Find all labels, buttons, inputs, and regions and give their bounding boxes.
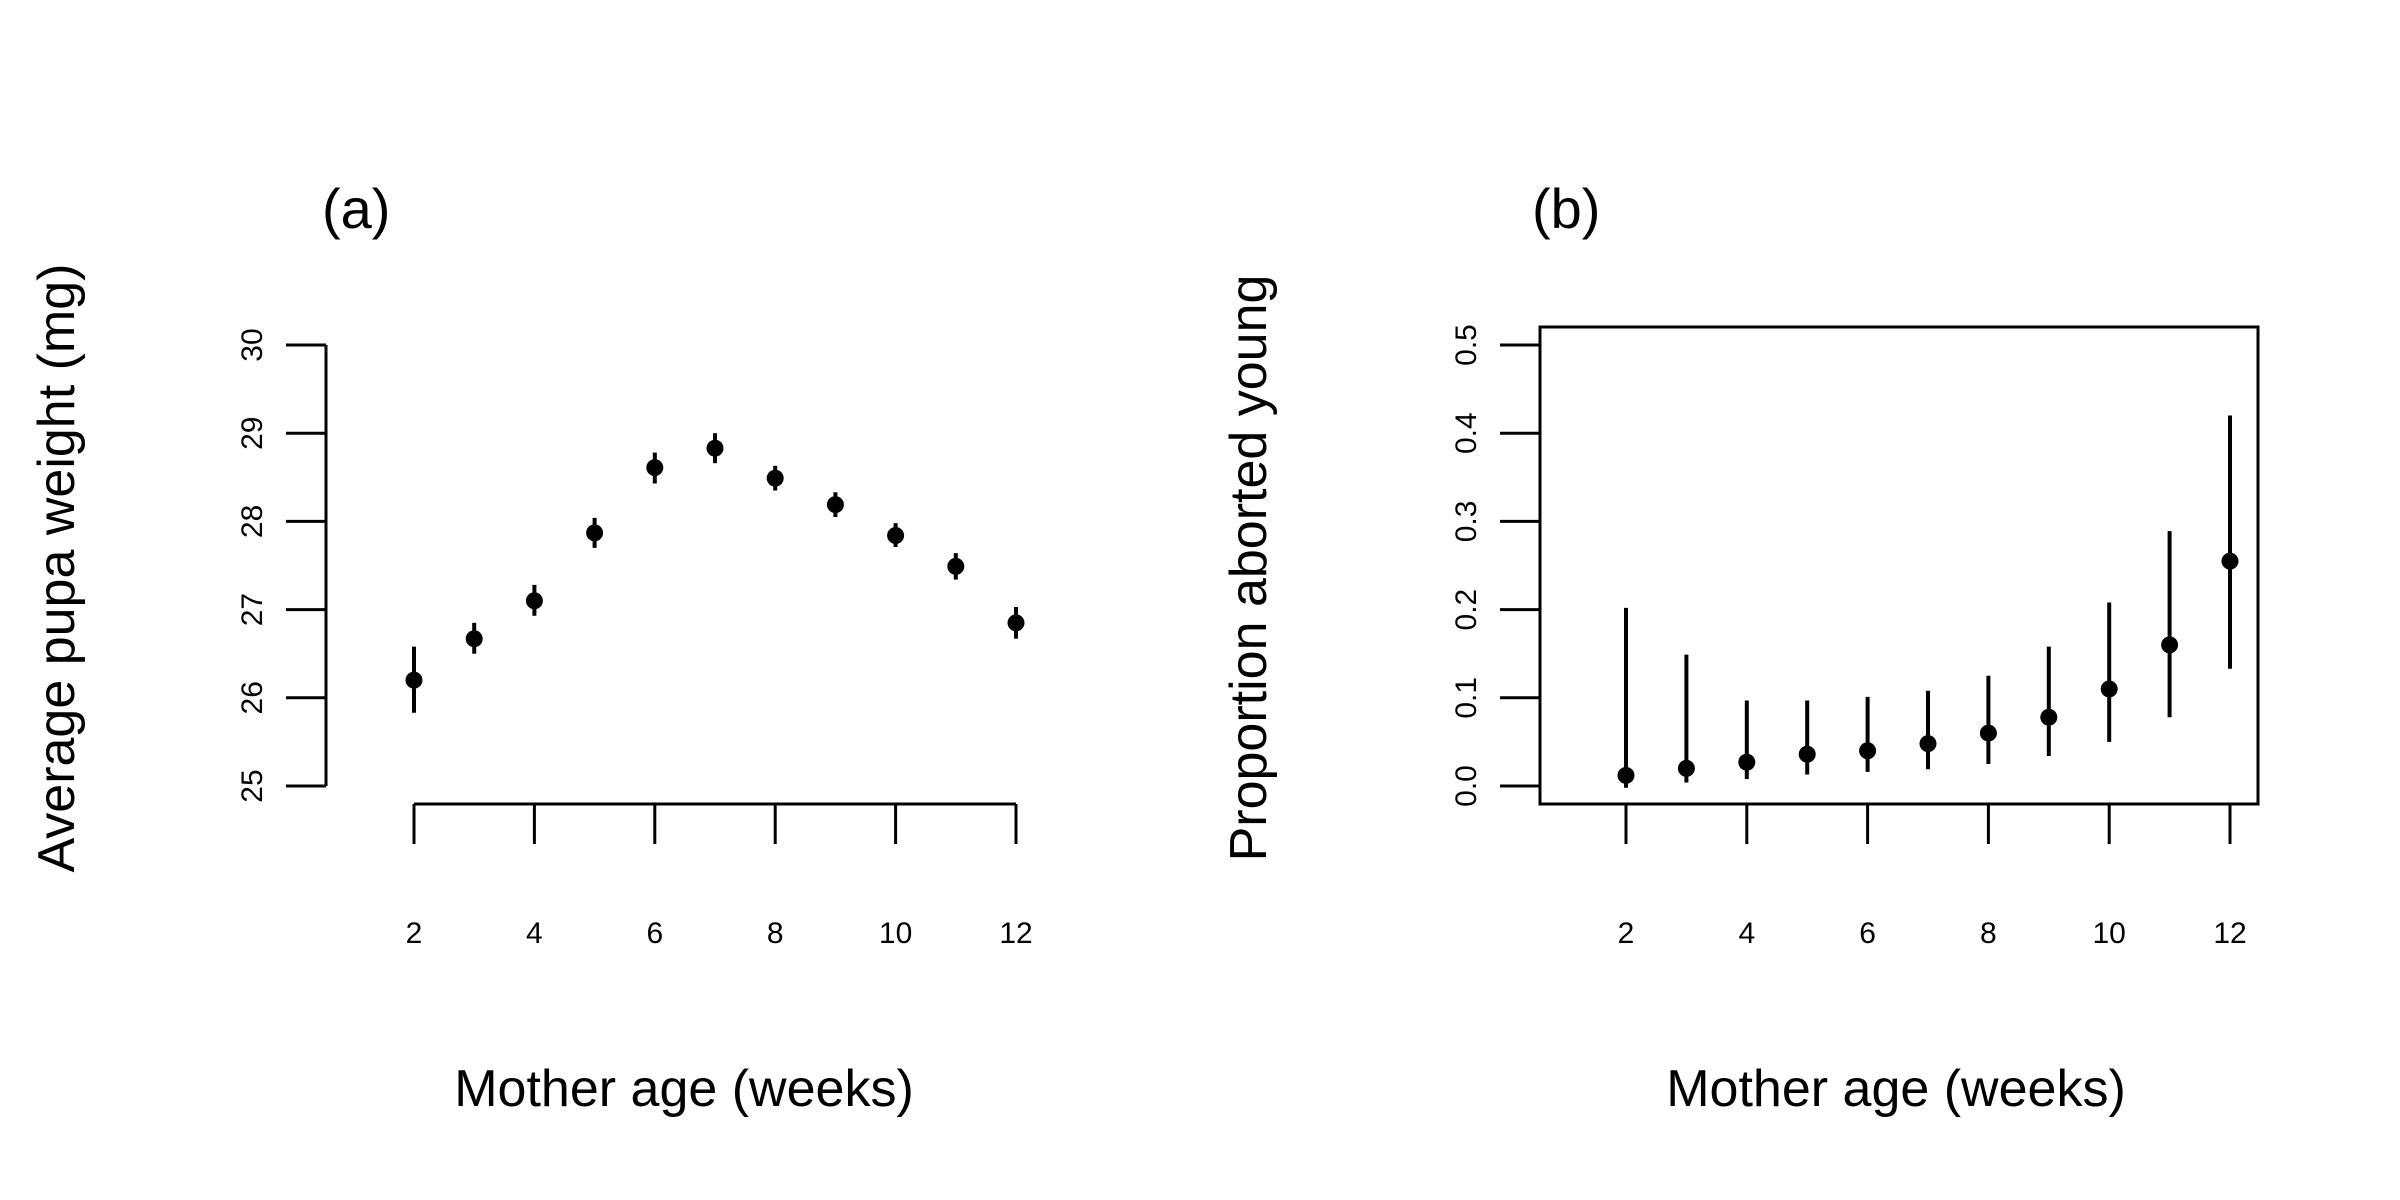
panel-b: (b) Proportion aborted young Mother age …: [1220, 177, 2260, 1118]
panel-b-x-tick-label: 12: [2213, 917, 2246, 950]
panel-b-y-tick-label: 0.0: [1450, 765, 1483, 807]
panel-a-data-point: [586, 524, 604, 542]
panel-a-y-tick-label: 30: [236, 328, 269, 361]
panel-a-error-bars: [412, 433, 1018, 713]
panel-a-data-point: [1007, 614, 1025, 632]
panel-a-y-tick-label: 25: [236, 769, 269, 802]
panel-a-label: (a): [322, 177, 390, 240]
panel-a-x-tick-label: 2: [406, 917, 423, 950]
panel-a-x-axis-title: Mother age (weeks): [454, 1060, 914, 1118]
panel-b-y-tick-label: 0.3: [1450, 501, 1483, 543]
panel-b-x-tick-label: 10: [2093, 917, 2126, 950]
panel-a-data-point: [465, 630, 483, 648]
panel-a-axes: 25 26 27 28 29 30 2 4 6 8 10 12: [236, 328, 1033, 950]
panel-a-x-tick-label: 4: [526, 917, 543, 950]
panel-a-y-tick-label: 26: [236, 681, 269, 714]
panel-a-x-tick-label: 6: [646, 917, 663, 950]
panel-b-y-tick-label: 0.2: [1450, 589, 1483, 631]
panel-b-y-axis-title: Proportion aborted young: [1220, 275, 1278, 862]
panel-b-data-point: [2040, 708, 2058, 726]
panel-a: (a) Average pupa weight (mg) Mother age …: [28, 177, 1033, 1118]
panel-a-data-point: [826, 496, 844, 514]
panel-b-data-point: [1979, 724, 1997, 742]
panel-b-points: [1617, 552, 2239, 784]
panel-b-data-point: [1677, 759, 1695, 777]
panel-b-data-point: [2161, 636, 2179, 654]
panel-a-data-point: [887, 527, 905, 545]
panel-b-label: (b): [1532, 177, 1600, 240]
panel-b-data-point: [2221, 552, 2239, 570]
panel-b-x-tick-label: 8: [1980, 917, 1997, 950]
panel-b-error-bars: [1624, 415, 2232, 788]
panel-b-x-tick-label: 2: [1618, 917, 1635, 950]
panel-b-x-axis-title: Mother age (weeks): [1666, 1060, 2126, 1118]
panel-b-axes: 0.0 0.1 0.2 0.3 0.4 0.5 2 4 6 8 10 12: [1450, 324, 2247, 950]
panel-b-data-point: [1919, 735, 1937, 753]
panel-b-y-tick-label: 0.5: [1450, 324, 1483, 366]
panel-b-x-tick-label: 6: [1859, 917, 1876, 950]
panel-a-y-axis-title: Average pupa weight (mg): [28, 264, 86, 873]
panel-a-points: [405, 439, 1025, 689]
panel-b-data-point: [1738, 753, 1756, 771]
panel-a-y-tick-label: 27: [236, 593, 269, 626]
panel-a-data-point: [525, 592, 543, 610]
panel-b-data-point: [1798, 745, 1816, 763]
panel-a-y-tick-label: 29: [236, 417, 269, 450]
panel-b-x-tick-label: 4: [1738, 917, 1755, 950]
panel-a-data-point: [706, 439, 724, 457]
panel-a-y-tick-label: 28: [236, 505, 269, 538]
panel-b-data-point: [2100, 680, 2118, 698]
panel-b-y-tick-label: 0.4: [1450, 412, 1483, 454]
panel-b-y-tick-label: 0.1: [1450, 677, 1483, 719]
panel-a-x-tick-label: 10: [879, 917, 912, 950]
panel-a-data-point: [405, 671, 423, 689]
panel-b-data-point: [1617, 766, 1635, 784]
panel-a-data-point: [947, 557, 965, 575]
panel-a-x-tick-label: 12: [999, 917, 1032, 950]
panel-b-plot-box: [1538, 325, 2260, 806]
panel-a-x-tick-label: 8: [767, 917, 784, 950]
panel-a-data-point: [646, 459, 664, 477]
panel-a-data-point: [766, 469, 784, 487]
panel-b-data-point: [1859, 742, 1877, 760]
